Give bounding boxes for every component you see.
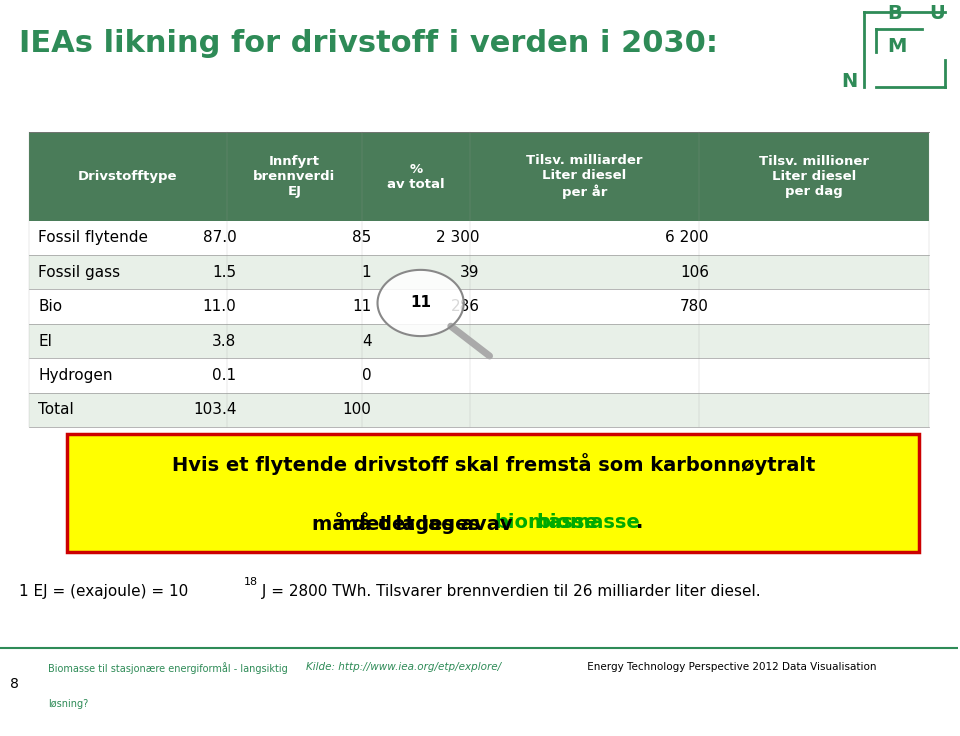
Text: U: U — [929, 4, 946, 24]
Text: biomasse: biomasse — [537, 513, 640, 532]
FancyBboxPatch shape — [362, 221, 469, 255]
Text: 100: 100 — [343, 402, 372, 417]
FancyBboxPatch shape — [29, 289, 227, 324]
Text: 11: 11 — [410, 295, 431, 311]
Text: Innfyrt
brennverdi
EJ: Innfyrt brennverdi EJ — [253, 155, 335, 198]
Text: må det lages av biomasse.: må det lages av biomasse. — [0, 735, 1, 736]
FancyBboxPatch shape — [469, 392, 700, 427]
FancyBboxPatch shape — [362, 132, 469, 221]
Text: Tilsv. millioner
Liter diesel
per dag: Tilsv. millioner Liter diesel per dag — [759, 155, 869, 198]
FancyBboxPatch shape — [362, 255, 469, 289]
FancyBboxPatch shape — [227, 358, 362, 392]
FancyBboxPatch shape — [700, 132, 929, 221]
FancyBboxPatch shape — [469, 324, 700, 358]
Text: Hydrogen: Hydrogen — [38, 368, 113, 383]
Text: Drivstofftype: Drivstofftype — [78, 170, 178, 183]
FancyBboxPatch shape — [227, 221, 362, 255]
Text: biomasse.: biomasse. — [494, 513, 660, 532]
Text: %
av total: % av total — [387, 163, 444, 191]
FancyBboxPatch shape — [29, 221, 227, 255]
FancyBboxPatch shape — [700, 255, 929, 289]
FancyBboxPatch shape — [29, 358, 227, 392]
FancyBboxPatch shape — [227, 132, 362, 221]
Text: 4: 4 — [362, 333, 372, 349]
FancyBboxPatch shape — [362, 289, 469, 324]
Text: Kilde: http://www.iea.org/etp/explore/: Kilde: http://www.iea.org/etp/explore/ — [306, 662, 501, 673]
FancyBboxPatch shape — [700, 221, 929, 255]
FancyBboxPatch shape — [700, 358, 929, 392]
FancyBboxPatch shape — [227, 324, 362, 358]
Text: 1.5: 1.5 — [212, 265, 236, 280]
Text: Total: Total — [38, 402, 74, 417]
Text: Tilsv. milliarder
Liter diesel
per år: Tilsv. milliarder Liter diesel per år — [526, 155, 643, 199]
Text: Bio: Bio — [38, 299, 62, 314]
Text: .: . — [636, 513, 644, 532]
Text: 780: 780 — [680, 299, 708, 314]
FancyBboxPatch shape — [227, 289, 362, 324]
Text: B: B — [887, 4, 901, 24]
Text: Energy Technology Perspective 2012 Data Visualisation: Energy Technology Perspective 2012 Data … — [585, 662, 876, 673]
Text: biomasse: biomasse — [494, 513, 598, 532]
Text: 85: 85 — [352, 230, 372, 246]
Text: N: N — [841, 72, 857, 91]
FancyBboxPatch shape — [29, 255, 227, 289]
Text: IEAs likning for drivstoff i verden i 2030:: IEAs likning for drivstoff i verden i 20… — [19, 29, 718, 58]
FancyBboxPatch shape — [469, 132, 700, 221]
Text: 39: 39 — [460, 265, 479, 280]
FancyBboxPatch shape — [362, 392, 469, 427]
FancyBboxPatch shape — [469, 255, 700, 289]
Text: 87.0: 87.0 — [203, 230, 236, 246]
FancyBboxPatch shape — [227, 392, 362, 427]
Text: løsning?: løsning? — [48, 699, 88, 710]
Text: 0: 0 — [362, 368, 372, 383]
FancyBboxPatch shape — [67, 434, 920, 552]
FancyBboxPatch shape — [700, 392, 929, 427]
Text: 0.1: 0.1 — [212, 368, 236, 383]
FancyBboxPatch shape — [29, 324, 227, 358]
Text: 3.8: 3.8 — [212, 333, 236, 349]
Text: J = 2800 TWh. Tilsvarer brennverdien til 26 milliarder liter diesel.: J = 2800 TWh. Tilsvarer brennverdien til… — [256, 584, 760, 599]
FancyBboxPatch shape — [469, 221, 700, 255]
Text: 106: 106 — [680, 265, 708, 280]
Text: 286: 286 — [450, 299, 479, 314]
Text: 11.0: 11.0 — [203, 299, 236, 314]
FancyBboxPatch shape — [469, 358, 700, 392]
FancyBboxPatch shape — [700, 324, 929, 358]
FancyBboxPatch shape — [227, 255, 362, 289]
Text: 6 200: 6 200 — [665, 230, 708, 246]
FancyBboxPatch shape — [362, 358, 469, 392]
Text: Biomasse til stasjonære energiformål - langsiktig: Biomasse til stasjonære energiformål - l… — [48, 662, 288, 674]
FancyBboxPatch shape — [700, 289, 929, 324]
Text: 1: 1 — [362, 265, 372, 280]
Text: Fossil gass: Fossil gass — [38, 265, 120, 280]
Text: 11: 11 — [352, 299, 372, 314]
Text: M: M — [887, 37, 906, 56]
Text: Hvis et flytende drivstoff skal fremstå som karbonnøytralt: Hvis et flytende drivstoff skal fremstå … — [172, 453, 815, 475]
Text: El: El — [38, 333, 52, 349]
Text: 2 300: 2 300 — [436, 230, 479, 246]
FancyBboxPatch shape — [469, 289, 700, 324]
Text: må det lages av: må det lages av — [338, 512, 519, 534]
Text: må det lages av biomasse.: må det lages av biomasse. — [347, 512, 639, 534]
FancyBboxPatch shape — [29, 392, 227, 427]
Text: 1 EJ = (exajoule) = 10: 1 EJ = (exajoule) = 10 — [19, 584, 188, 599]
FancyBboxPatch shape — [29, 132, 227, 221]
Text: 18: 18 — [244, 577, 258, 587]
Text: 103.4: 103.4 — [193, 402, 236, 417]
Polygon shape — [377, 270, 464, 336]
Text: Fossil flytende: Fossil flytende — [38, 230, 148, 246]
Text: må det lages av: må det lages av — [312, 512, 493, 534]
Text: 8: 8 — [10, 677, 18, 691]
FancyBboxPatch shape — [362, 324, 469, 358]
